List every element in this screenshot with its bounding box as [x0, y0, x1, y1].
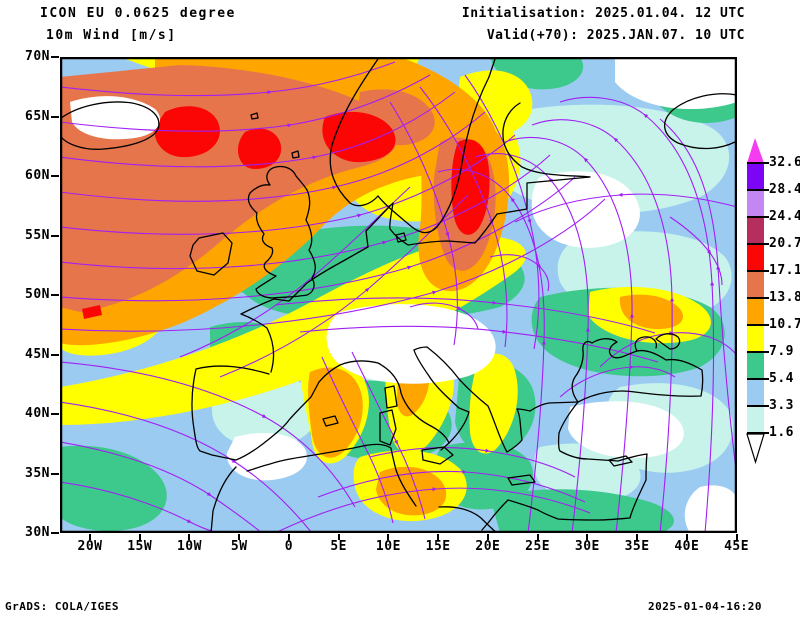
lat-label: 45N [25, 346, 50, 362]
creation-timestamp: 2025-01-04-16:20 [648, 600, 762, 613]
colorbar-label: 10.7 [769, 317, 800, 332]
lon-label: 35E [624, 539, 650, 554]
lon-label: 25E [525, 539, 551, 554]
lon-tick [735, 534, 738, 540]
lat-tick [51, 472, 59, 475]
lon-tick [586, 534, 589, 540]
lon-label: 20E [475, 539, 501, 554]
colorbar-band [747, 406, 764, 433]
lat-tick [51, 175, 59, 177]
lat-label: 40N [25, 406, 50, 421]
colorbar-label: 20.7 [769, 236, 800, 251]
lon-label: 5W [230, 539, 248, 554]
colorbar-tick [747, 405, 769, 407]
lon-tick [437, 534, 440, 540]
colorbar-label: 13.8 [769, 290, 800, 305]
colorbar-arrow-down [746, 433, 765, 465]
lat-tick [51, 234, 59, 237]
colorbar-tick [747, 162, 769, 164]
colorbar-label: 3.3 [769, 398, 794, 413]
colorbar-tick [747, 243, 769, 245]
lon-tick [138, 534, 141, 540]
grads-credit: GrADS: COLA/IGES [5, 600, 119, 613]
colorbar-tick [747, 378, 769, 380]
colorbar-tick [747, 324, 769, 326]
colorbar-band [747, 190, 764, 217]
lon-tick [636, 534, 639, 540]
colorbar-band [747, 379, 764, 406]
colorbar-band [747, 298, 764, 325]
lon-label: 40E [674, 539, 700, 554]
lon-tick [287, 534, 290, 540]
lat-label: 70N [25, 49, 50, 64]
lat-label: 50N [25, 287, 50, 302]
lon-label: 15W [127, 539, 153, 554]
colorbar-label: 17.1 [769, 263, 800, 278]
lon-tick [238, 534, 241, 540]
streamlines-layer [61, 61, 736, 532]
lon-label: 10W [176, 539, 202, 554]
lon-label: 30E [574, 539, 600, 554]
colorbar-tick [747, 216, 769, 218]
lon-label: 20W [77, 539, 103, 554]
colorbar-label: 28.4 [769, 182, 800, 197]
colorbar-label: 7.9 [769, 344, 794, 359]
lon-tick [685, 534, 688, 540]
valid-time: Valid(+70): 2025.JAN.07. 10 UTC [486, 28, 745, 43]
lon-label: 15E [425, 539, 451, 554]
lon-tick [188, 534, 191, 540]
model-title: ICON EU 0.0625 degree [40, 6, 236, 21]
lon-label: 45E [724, 539, 750, 554]
lon-label: 5E [330, 539, 348, 554]
colorbar-band [747, 352, 764, 379]
lat-tick [51, 532, 59, 534]
lat-tick [51, 115, 59, 118]
initialisation-time: Initialisation: 2025.01.04. 12 UTC [461, 6, 745, 21]
colorbar-band [747, 244, 764, 271]
colorbar-band [747, 217, 764, 244]
colorbar-tick [747, 351, 769, 353]
lat-tick [51, 413, 59, 415]
lon-label: 10E [375, 539, 401, 554]
colorbar-tick [747, 432, 769, 434]
colorbar-arrow-up [747, 138, 764, 163]
lon-tick [486, 534, 489, 540]
colorbar-tick [747, 297, 769, 299]
lat-label: 35N [25, 465, 50, 481]
colorbar-label: 1.6 [769, 425, 794, 440]
lon-tick [536, 534, 539, 540]
field-title: 10m Wind [m/s] [46, 28, 177, 43]
lon-tick [89, 534, 91, 540]
lat-label: 65N [25, 108, 50, 124]
lat-tick [51, 294, 59, 296]
lat-label: 55N [25, 227, 50, 243]
colorbar-band [747, 271, 764, 298]
lat-tick [51, 56, 59, 58]
lon-label: 0 [284, 539, 294, 554]
coastlines-layer [61, 58, 736, 532]
lat-tick [51, 353, 59, 356]
map-frame [60, 57, 737, 533]
colorbar-tick [747, 189, 769, 191]
lat-label: 60N [25, 168, 50, 183]
colorbar-label: 32.6 [769, 155, 800, 170]
lat-label: 30N [25, 525, 50, 540]
lon-tick [337, 534, 340, 540]
colorbar-band [747, 325, 764, 352]
colorbar-label: 5.4 [769, 371, 794, 386]
wind-map-canvas [60, 57, 737, 533]
colorbar-tick [747, 270, 769, 272]
colorbar-label: 24.4 [769, 209, 800, 224]
colorbar-band [747, 163, 764, 190]
lon-tick [387, 534, 390, 540]
